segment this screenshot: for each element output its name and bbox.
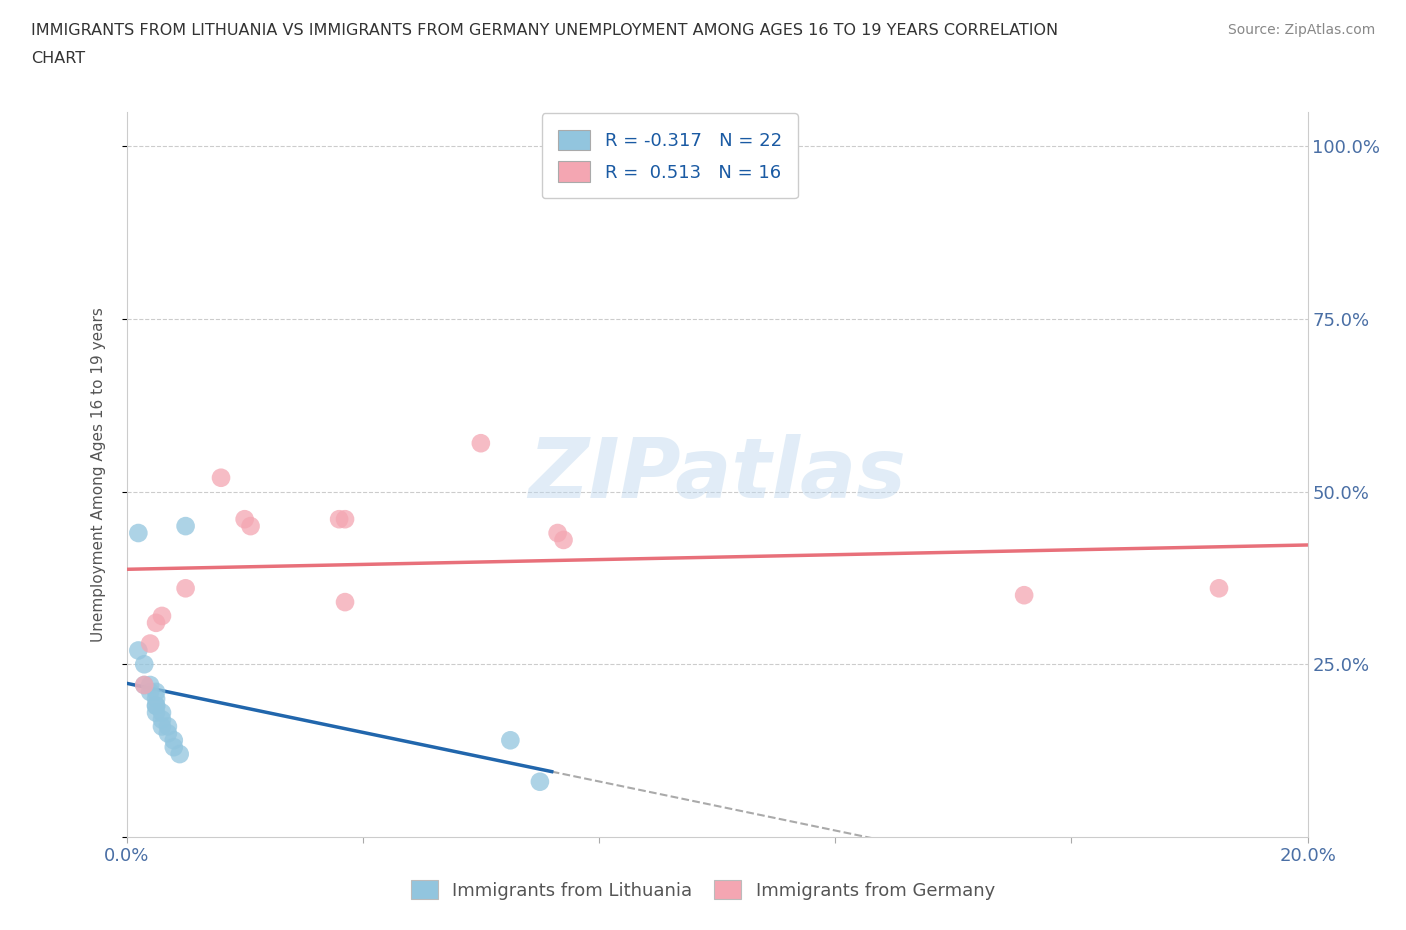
Point: [529, 775, 551, 790]
Point: [328, 512, 350, 526]
Y-axis label: Unemployment Among Ages 16 to 19 years: Unemployment Among Ages 16 to 19 years: [91, 307, 105, 642]
Point: [233, 512, 256, 526]
Point: [145, 698, 167, 713]
Point: [145, 705, 167, 720]
Text: ZIPatlas: ZIPatlas: [529, 433, 905, 515]
Point: [163, 733, 186, 748]
Point: [156, 726, 179, 741]
Point: [169, 747, 191, 762]
Point: [145, 616, 167, 631]
Point: [134, 678, 156, 693]
Point: [174, 581, 197, 596]
Point: [209, 471, 232, 485]
Point: [127, 643, 149, 658]
Text: IMMIGRANTS FROM LITHUANIA VS IMMIGRANTS FROM GERMANY UNEMPLOYMENT AMONG AGES 16 : IMMIGRANTS FROM LITHUANIA VS IMMIGRANTS …: [31, 23, 1059, 38]
Point: [139, 636, 162, 651]
Point: [547, 525, 569, 540]
Point: [1208, 581, 1230, 596]
Point: [156, 719, 179, 734]
Point: [470, 436, 492, 451]
Point: [139, 678, 162, 693]
Point: [174, 519, 197, 534]
Point: [333, 594, 356, 609]
Legend: R = -0.317   N = 22, R =  0.513   N = 16: R = -0.317 N = 22, R = 0.513 N = 16: [541, 113, 799, 198]
Point: [139, 684, 162, 699]
Point: [333, 512, 356, 526]
Point: [239, 519, 262, 534]
Point: [150, 712, 173, 727]
Text: CHART: CHART: [31, 51, 84, 66]
Point: [145, 684, 167, 699]
Point: [145, 691, 167, 706]
Point: [134, 678, 156, 693]
Legend: Immigrants from Lithuania, Immigrants from Germany: Immigrants from Lithuania, Immigrants fr…: [404, 873, 1002, 907]
Text: Source: ZipAtlas.com: Source: ZipAtlas.com: [1227, 23, 1375, 37]
Point: [499, 733, 522, 748]
Point: [145, 698, 167, 713]
Point: [163, 739, 186, 754]
Point: [150, 705, 173, 720]
Point: [553, 533, 575, 548]
Point: [1012, 588, 1035, 603]
Point: [127, 525, 149, 540]
Point: [134, 657, 156, 671]
Point: [150, 608, 173, 623]
Point: [150, 719, 173, 734]
